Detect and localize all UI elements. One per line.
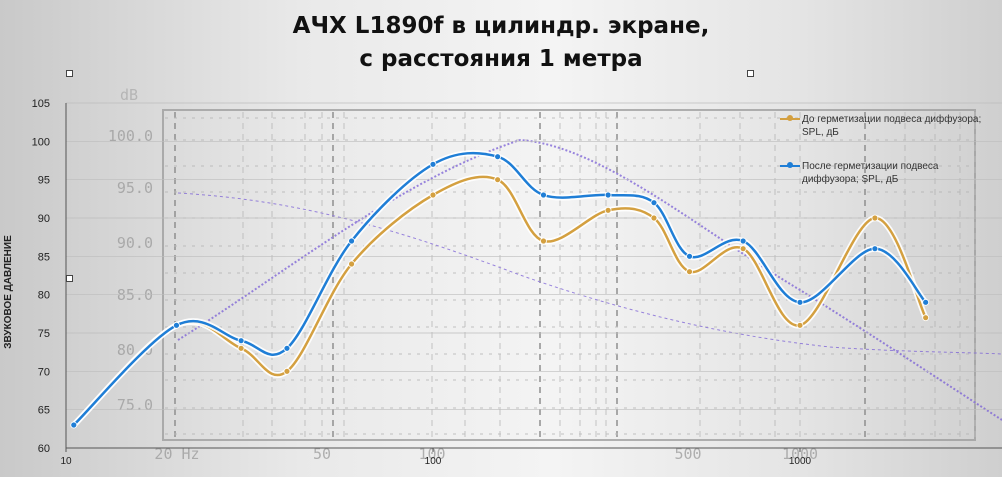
- background-unit-label: dB: [120, 86, 138, 104]
- legend-label-before: До герметизации подвеса диффузора; SPL, …: [802, 114, 982, 138]
- y-tick-label: 80: [38, 290, 50, 302]
- y-tick-label: 105: [32, 98, 50, 110]
- series-0-point: [237, 344, 245, 352]
- background-x-tick-label: 50: [313, 445, 331, 463]
- series-1-point: [871, 245, 879, 253]
- y-tick-label: 100: [32, 136, 50, 148]
- series-1-point: [686, 252, 693, 260]
- series-1-point: [494, 153, 502, 161]
- y-axis-title: ЗВУКОВОЕ ДАВЛЕНИЕ: [3, 235, 14, 349]
- background-x-tick-label: 20 Hz: [154, 445, 199, 463]
- y-tick-label: 70: [38, 366, 50, 378]
- series-0-point: [429, 191, 437, 199]
- background-x-tick-label: 500: [674, 445, 701, 463]
- series-1-point: [70, 421, 78, 429]
- series-0-point: [540, 237, 547, 245]
- x-tick-label: 1000: [789, 456, 812, 467]
- series-1-point: [237, 337, 245, 345]
- resize-handle-left[interactable]: [66, 275, 73, 282]
- y-tick-label: 95: [38, 175, 50, 187]
- y-tick-label: 60: [38, 443, 50, 455]
- y-tick-label: 65: [38, 405, 50, 417]
- series-1-point: [540, 191, 547, 199]
- chart-title-line-1: АЧХ L1890f в цилиндр. экране,: [292, 13, 710, 39]
- background-response-curve: [177, 138, 1002, 421]
- series-1-point: [796, 298, 804, 306]
- series-0-point: [348, 260, 355, 268]
- y-tick-label: 75: [38, 328, 50, 340]
- chart-title-line-2: с расстояния 1 метра: [359, 46, 643, 72]
- series-0-point: [686, 268, 693, 276]
- series-0-point: [796, 321, 804, 329]
- resize-handle-top-right[interactable]: [747, 70, 754, 77]
- background-y-tick-label: 75.0: [117, 396, 153, 414]
- series-1-point: [283, 344, 291, 352]
- series-0-point: [922, 314, 930, 322]
- background-x-tick-label: 100: [418, 445, 445, 463]
- background-graph-frame: [162, 109, 976, 441]
- series-0-point: [283, 367, 291, 375]
- background-y-tick-label: 90.0: [117, 234, 153, 252]
- series-1-point: [173, 321, 180, 329]
- legend-marker-after: [787, 162, 793, 168]
- legend-label-after: После герметизации подвеса диффузора; SP…: [802, 161, 939, 185]
- series-0-point: [604, 206, 612, 214]
- series-1-point: [604, 191, 612, 199]
- y-tick-label: 85: [38, 251, 50, 263]
- series-1-point: [429, 160, 437, 168]
- x-tick-label: 100: [425, 456, 442, 467]
- x-tick-label: 10: [60, 456, 72, 467]
- series-0-point: [650, 214, 658, 222]
- legend-item-after: После герметизации подвеса диффузора; SP…: [780, 160, 995, 186]
- background-y-tick-label: 100.0: [108, 127, 153, 145]
- background-x-tick-label: 1000: [782, 445, 818, 463]
- legend-marker-before: [787, 115, 793, 121]
- series-0-point: [871, 214, 879, 222]
- legend: До герметизации подвеса диффузора; SPL, …: [780, 113, 995, 207]
- series-1-point: [650, 199, 658, 207]
- series-0-point: [494, 176, 502, 184]
- legend-item-before: До герметизации подвеса диффузора; SPL, …: [780, 113, 995, 139]
- series-1-point: [922, 298, 930, 306]
- y-tick-label: 90: [38, 213, 50, 225]
- resize-handle-top-left[interactable]: [66, 70, 73, 77]
- series-1-point: [348, 237, 355, 245]
- background-impedance-curve: [177, 192, 1002, 355]
- background-y-tick-label: 95.0: [117, 179, 153, 197]
- series-1-point: [739, 237, 747, 245]
- series-0-point: [739, 245, 747, 253]
